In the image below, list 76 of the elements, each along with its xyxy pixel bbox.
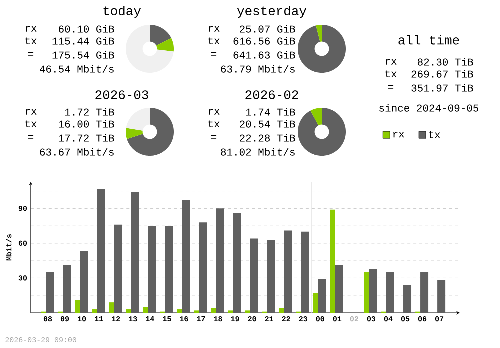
text: rx — [26, 26, 37, 32]
bar — [199, 222, 208, 313]
chart-title: today — [104, 6, 141, 18]
text: tx — [386, 70, 397, 78]
chart-title: yesterday — [237, 6, 307, 18]
legend-label: tx — [429, 131, 440, 138]
bar — [216, 208, 224, 313]
text: 1.74 TiB — [246, 108, 296, 116]
bar — [131, 192, 140, 313]
chart-title: 2026-03 — [96, 90, 148, 100]
text: = — [28, 135, 34, 139]
bar — [80, 252, 88, 313]
text: 1.72 TiB — [65, 108, 114, 116]
bar — [420, 272, 429, 313]
bar — [211, 308, 216, 313]
text: 81.02 Mbit/s — [221, 148, 295, 156]
text: 25.07 GiB — [240, 25, 296, 33]
text: rx — [26, 109, 37, 115]
bar — [318, 279, 326, 313]
text: 616.56 GiB — [234, 37, 296, 45]
text: = — [388, 85, 394, 89]
text: rx — [208, 109, 220, 115]
bar — [301, 232, 310, 313]
bar — [267, 240, 276, 313]
bar — [126, 310, 132, 313]
bar — [335, 265, 344, 313]
text: 82.30 TiB — [418, 58, 474, 66]
bar — [233, 213, 242, 313]
text: 641.63 GiB — [234, 51, 296, 59]
text: since 2024-09-05 — [380, 104, 479, 112]
bar — [92, 310, 98, 313]
bar — [279, 308, 284, 313]
text: 16.00 TiB — [59, 120, 114, 128]
text: 63.79 Mbit/s — [221, 65, 295, 73]
text: rx — [386, 59, 397, 65]
text: 63.67 Mbit/s — [40, 148, 114, 156]
text: 46.54 Mbit/s — [40, 65, 114, 73]
bar — [438, 280, 446, 313]
text: 22.28 TiB — [240, 134, 296, 142]
bar — [386, 272, 394, 313]
bar — [364, 272, 370, 313]
text: = — [28, 52, 34, 56]
bar — [63, 265, 72, 313]
bar — [97, 188, 106, 313]
bar — [143, 307, 148, 313]
text: = — [211, 52, 217, 56]
bar — [369, 268, 378, 313]
text: 60.10 GiB — [59, 25, 114, 33]
text: tx — [208, 120, 220, 128]
text: 17.72 TiB — [59, 134, 114, 142]
text: 269.67 TiB — [412, 70, 474, 78]
bar — [75, 300, 80, 313]
bar — [404, 285, 412, 313]
bar — [177, 310, 182, 313]
text: all time — [398, 35, 460, 45]
bar — [182, 200, 190, 313]
text: 351.97 TiB — [412, 84, 474, 92]
bar — [313, 293, 318, 313]
legend-label: rx — [394, 132, 404, 138]
bar — [250, 238, 258, 313]
chart-title: 2026-02 — [246, 90, 298, 100]
bar — [165, 226, 174, 313]
text: tx — [26, 120, 37, 128]
text: 175.54 GiB — [52, 51, 114, 59]
bar — [148, 226, 156, 313]
text: = — [211, 135, 217, 139]
bar — [46, 272, 54, 313]
text: rx — [208, 26, 220, 32]
text: tx — [26, 37, 37, 45]
text: 115.44 GiB — [52, 37, 114, 45]
text: 20.54 TiB — [240, 120, 296, 128]
bar — [114, 224, 122, 313]
bar — [284, 230, 292, 313]
bar — [330, 210, 336, 313]
bar — [109, 302, 114, 313]
text: tx — [208, 37, 220, 45]
